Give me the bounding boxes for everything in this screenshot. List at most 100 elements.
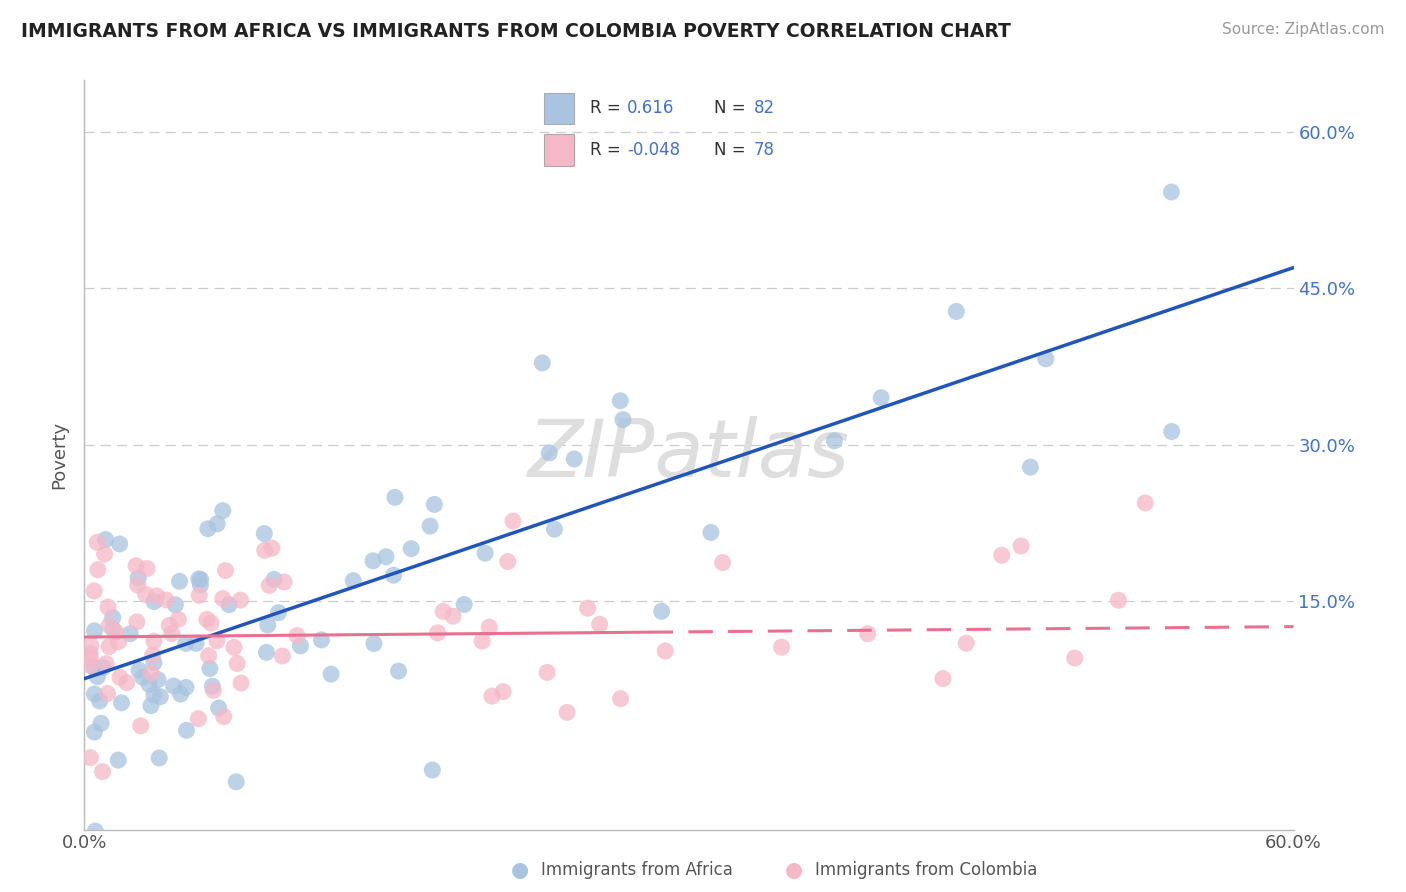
- Point: [125, 615, 148, 629]
- Point: [229, 676, 252, 690]
- Bar: [544, 93, 575, 124]
- Point: [212, 709, 235, 723]
- Point: [149, 690, 172, 704]
- Point: [127, 578, 149, 592]
- Point: [609, 393, 631, 408]
- Point: [214, 564, 236, 578]
- Point: [218, 598, 240, 612]
- Point: [146, 673, 169, 687]
- Point: [399, 541, 422, 556]
- Point: [432, 604, 454, 618]
- Point: [176, 723, 198, 738]
- Point: [555, 706, 578, 720]
- Point: [945, 304, 967, 318]
- Point: [86, 535, 108, 549]
- Point: [222, 640, 245, 655]
- Point: [190, 573, 212, 587]
- Point: [502, 514, 524, 528]
- Point: [700, 525, 723, 540]
- Point: [271, 648, 294, 663]
- Text: ZIPatlas: ZIPatlas: [527, 416, 851, 494]
- Point: [536, 665, 558, 680]
- Point: [160, 626, 183, 640]
- Point: [253, 526, 276, 541]
- Point: [319, 667, 342, 681]
- Point: [384, 491, 406, 505]
- Bar: [544, 134, 575, 166]
- Point: [135, 587, 157, 601]
- Text: 82: 82: [754, 100, 775, 118]
- Point: [588, 617, 610, 632]
- Point: [990, 548, 1012, 562]
- Text: ●: ●: [512, 860, 529, 880]
- Y-axis label: Poverty: Poverty: [51, 421, 69, 489]
- Point: [576, 601, 599, 615]
- Point: [80, 639, 103, 653]
- Point: [375, 549, 398, 564]
- Point: [267, 606, 290, 620]
- Point: [651, 604, 673, 618]
- Point: [115, 675, 138, 690]
- Point: [79, 647, 101, 661]
- Point: [260, 541, 283, 556]
- Point: [174, 681, 197, 695]
- Point: [79, 658, 101, 673]
- Point: [290, 639, 312, 653]
- Point: [187, 572, 209, 586]
- Point: [162, 679, 184, 693]
- Text: Source: ZipAtlas.com: Source: ZipAtlas.com: [1222, 22, 1385, 37]
- Point: [155, 593, 177, 607]
- Point: [1019, 460, 1042, 475]
- Point: [94, 657, 117, 671]
- Point: [1135, 496, 1157, 510]
- Point: [205, 633, 228, 648]
- Point: [132, 670, 155, 684]
- Point: [108, 537, 131, 551]
- Point: [165, 598, 187, 612]
- Point: [263, 573, 285, 587]
- Point: [184, 636, 207, 650]
- Point: [107, 634, 129, 648]
- Point: [98, 618, 121, 632]
- Point: [101, 622, 124, 636]
- Point: [363, 636, 385, 650]
- Point: [387, 664, 409, 678]
- Point: [229, 593, 252, 607]
- Point: [96, 686, 118, 700]
- Point: [471, 634, 494, 648]
- Point: [259, 578, 281, 592]
- Point: [423, 497, 446, 511]
- Point: [129, 719, 152, 733]
- Point: [145, 589, 167, 603]
- Text: N =: N =: [714, 100, 745, 118]
- Point: [770, 640, 793, 654]
- Point: [496, 555, 519, 569]
- Text: -0.048: -0.048: [627, 141, 681, 159]
- Point: [105, 625, 128, 640]
- Point: [98, 640, 121, 654]
- Point: [654, 644, 676, 658]
- Point: [1035, 351, 1057, 366]
- Point: [201, 679, 224, 693]
- Point: [90, 716, 112, 731]
- Point: [83, 583, 105, 598]
- Point: [197, 648, 219, 663]
- Point: [612, 413, 634, 427]
- Point: [253, 543, 276, 558]
- Text: N =: N =: [714, 141, 745, 159]
- Point: [93, 547, 115, 561]
- Point: [148, 751, 170, 765]
- Point: [167, 612, 190, 626]
- Point: [83, 660, 105, 674]
- Point: [285, 629, 308, 643]
- Text: Immigrants from Africa: Immigrants from Africa: [541, 861, 733, 879]
- Point: [190, 578, 212, 592]
- Point: [188, 588, 211, 602]
- Point: [211, 591, 233, 606]
- Point: [531, 356, 554, 370]
- Point: [382, 568, 405, 582]
- Point: [955, 636, 977, 650]
- Point: [157, 618, 180, 632]
- Point: [97, 600, 120, 615]
- Point: [128, 663, 150, 677]
